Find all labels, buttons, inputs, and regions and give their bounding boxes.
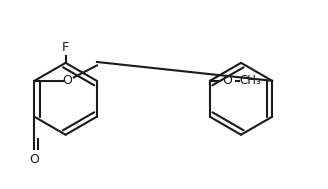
Text: O: O: [222, 74, 232, 87]
Text: O: O: [30, 153, 39, 166]
Text: F: F: [62, 41, 69, 54]
Text: CH₃: CH₃: [239, 74, 261, 87]
Text: O: O: [62, 74, 72, 87]
